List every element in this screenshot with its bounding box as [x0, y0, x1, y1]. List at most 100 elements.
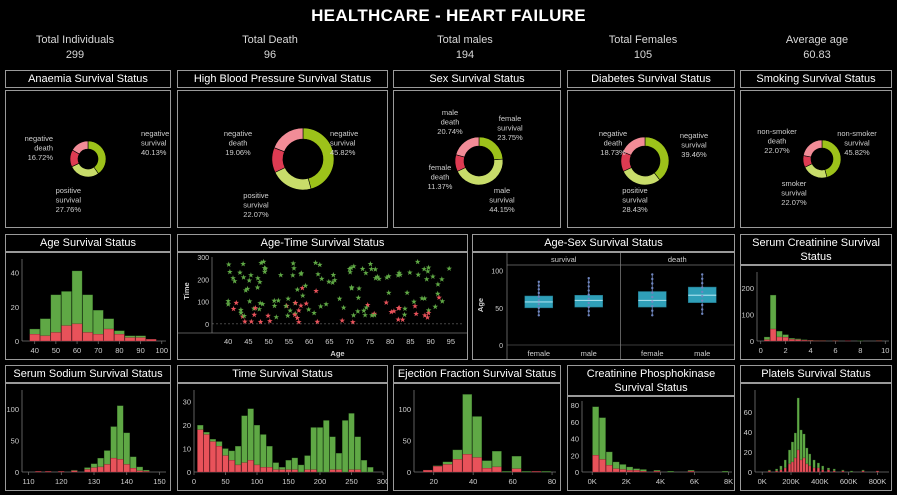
- age-sex-panel: survival death 0 50 100 Age female male female ma…: [472, 252, 735, 360]
- age-time-point: [350, 319, 356, 325]
- ejection-panel: 0 50 100 20 40 60 80: [393, 383, 561, 491]
- age-time-x-tick: 55: [285, 337, 293, 346]
- time-y-tick: 0: [187, 468, 191, 477]
- platelets-x-tick: 200K: [782, 477, 800, 486]
- age-bar-survival: [124, 335, 136, 338]
- cpk-bar-death: [592, 455, 599, 473]
- sex-slice-label: death: [441, 118, 460, 127]
- time-bar-survival: [316, 427, 323, 473]
- age-time-point: [294, 315, 301, 321]
- cpk-y-tick: 60: [571, 418, 579, 427]
- age-time-point: [298, 270, 305, 276]
- age-time-point: [414, 258, 421, 265]
- platelets-bar-death: [791, 461, 794, 473]
- platelets-panel: 0 20 40 60 0K 200K 400K 600K 800K: [740, 383, 892, 491]
- age-time-point: [374, 273, 381, 280]
- cpk-x-tick: 0K: [588, 477, 597, 486]
- diabetes-slice-label: survival: [681, 141, 707, 150]
- age-time-point: [313, 288, 319, 294]
- age-time-point: [355, 308, 361, 314]
- age-time-point: [283, 303, 289, 309]
- age-time-x-tick: 45: [244, 337, 252, 346]
- age-sex-point: [651, 300, 654, 303]
- sex-slice-label: female: [429, 163, 452, 172]
- age-time-point: [395, 305, 402, 311]
- age-sex-point: [537, 288, 540, 291]
- cpk-bar-survival: [599, 417, 606, 460]
- creatinine-y-tick: 200: [741, 284, 754, 293]
- time-bar-survival: [323, 420, 330, 473]
- age-time-point: [275, 297, 282, 303]
- smoking-slice-label: survival: [844, 139, 870, 148]
- hbp-slice-label: survival: [330, 139, 356, 148]
- time-bar-survival: [235, 446, 242, 466]
- age-time-point: [252, 305, 259, 311]
- time-bar-survival: [361, 460, 368, 473]
- age-time-point: [303, 300, 310, 306]
- age-time-point: [246, 277, 253, 283]
- cpk-bar-survival: [592, 406, 599, 456]
- age-time-point: [350, 263, 357, 269]
- cpk-bar-survival: [606, 451, 613, 466]
- time-bar-death: [197, 429, 204, 473]
- time-bar-survival: [272, 462, 279, 470]
- cpk-histogram: 0 20 40 60 80 0K 2K 4K 6K 8K: [571, 401, 733, 486]
- ejection-bar-survival: [472, 416, 482, 458]
- time-x-tick: 300: [377, 477, 387, 486]
- age-time-point: [292, 299, 299, 306]
- age-time-x-tick: 60: [305, 337, 313, 346]
- age-bar-death: [29, 334, 40, 342]
- time-y-tick: 10: [183, 445, 191, 454]
- platelets-bar-death: [794, 457, 797, 473]
- ejection-x-tick: 40: [469, 477, 477, 486]
- age-time-x-tick: 95: [447, 337, 455, 346]
- ejection-y-tick: 50: [403, 436, 411, 445]
- sex-panel: female survival 23.75% male survival 44.15% fe…: [393, 90, 561, 228]
- kpi-value: 96: [263, 49, 277, 61]
- ejection-bar-survival: [541, 471, 551, 473]
- age-time-point: [259, 301, 266, 307]
- age-time-point: [425, 264, 432, 270]
- cpk-panel: 0 20 40 60 80 0K 2K 4K 6K 8K: [567, 396, 735, 491]
- diabetes-panel: negative survival 39.46% positive survival 28…: [567, 90, 735, 228]
- time-y-tick: 20: [183, 421, 191, 430]
- sodium-bar-death: [143, 471, 150, 473]
- age-bar-death: [93, 334, 104, 342]
- age-time-x-tick: 80: [386, 337, 394, 346]
- time-bar-survival: [228, 450, 235, 461]
- age-time-point: [242, 318, 248, 324]
- sodium-x-tick: 130: [88, 477, 101, 486]
- creatinine-bar-death: [770, 328, 777, 342]
- age-time-point: [425, 307, 432, 313]
- platelets-title: Platels Survival Status: [740, 365, 892, 383]
- age-time-point: [329, 279, 336, 285]
- age-sex-x-tick: female: [528, 349, 551, 358]
- anaemia-title: Anaemia Survival Status: [5, 70, 171, 88]
- age-time-point: [225, 261, 232, 267]
- age-time-point: [364, 302, 371, 308]
- diabetes-slice-label: survival: [622, 196, 648, 205]
- platelets-bar-survival: [805, 447, 809, 465]
- sodium-x-tick: 120: [55, 477, 68, 486]
- age-time-x-label: Age: [330, 349, 344, 358]
- ejection-bar-death: [462, 454, 473, 473]
- time-bar-survival: [354, 436, 361, 470]
- cpk-y-tick: 80: [571, 401, 579, 410]
- time-histogram: 0102030050100150200250300: [183, 390, 389, 486]
- age-sex-point: [587, 305, 590, 309]
- platelets-bar-death: [817, 467, 820, 473]
- age-time-point: [368, 266, 375, 272]
- kpi-label: Total Females: [608, 34, 678, 46]
- age-time-point: [388, 308, 395, 315]
- age-time-point: [302, 282, 309, 289]
- ejection-x-tick: 20: [430, 477, 438, 486]
- age-sex-point: [701, 295, 704, 298]
- sodium-x-tick: 140: [120, 477, 133, 486]
- age-sex-point: [651, 295, 654, 299]
- age-time-point: [435, 281, 441, 287]
- kpi-value: 299: [65, 49, 85, 61]
- cpk-bar-survival: [721, 471, 729, 473]
- age-time-point: [248, 318, 255, 324]
- platelets-bar-death: [812, 467, 816, 473]
- creatinine-y-tick: 0: [750, 337, 754, 346]
